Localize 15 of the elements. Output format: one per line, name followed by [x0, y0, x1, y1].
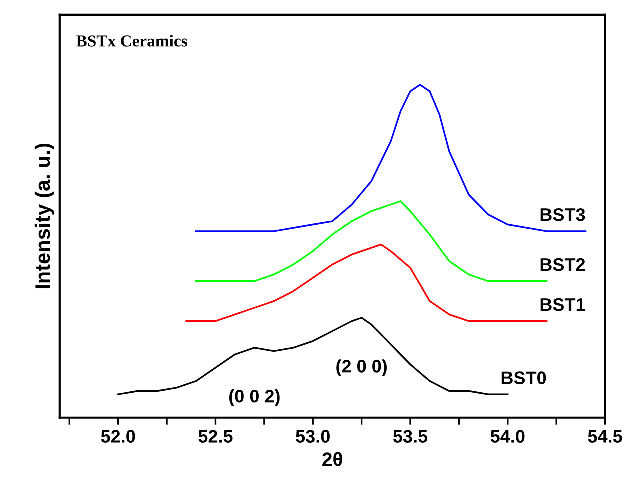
- x-tick-label: 52.5: [198, 430, 233, 443]
- y-axis-title: Intensity (a. u.): [34, 144, 54, 289]
- series-label: BST1: [540, 298, 586, 312]
- x-axis-title: 2θ: [322, 452, 342, 466]
- series-label: BST2: [540, 258, 586, 272]
- text: BSTx Ceramics: [76, 35, 188, 47]
- series-label: BST0: [502, 372, 546, 384]
- x-tick-label: 52.0: [101, 430, 136, 443]
- annotation: (2 0 0): [336, 360, 388, 376]
- x-tick-label: 54.0: [490, 430, 525, 443]
- series-label: BST3: [540, 208, 586, 222]
- x-tick-label: 54.5: [588, 430, 622, 443]
- x-tick-label: 53.5: [393, 430, 428, 443]
- x-tick-label: 53.0: [296, 430, 330, 443]
- annotation: (0 0 2): [229, 390, 280, 406]
